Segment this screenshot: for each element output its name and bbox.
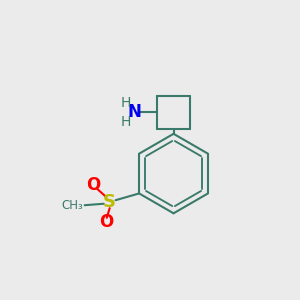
Text: H: H xyxy=(121,115,131,129)
Text: H: H xyxy=(121,96,131,110)
Text: CH₃: CH₃ xyxy=(61,199,83,212)
Text: O: O xyxy=(100,213,114,231)
Text: S: S xyxy=(103,193,116,211)
Text: N: N xyxy=(128,103,142,122)
Text: O: O xyxy=(86,176,100,194)
